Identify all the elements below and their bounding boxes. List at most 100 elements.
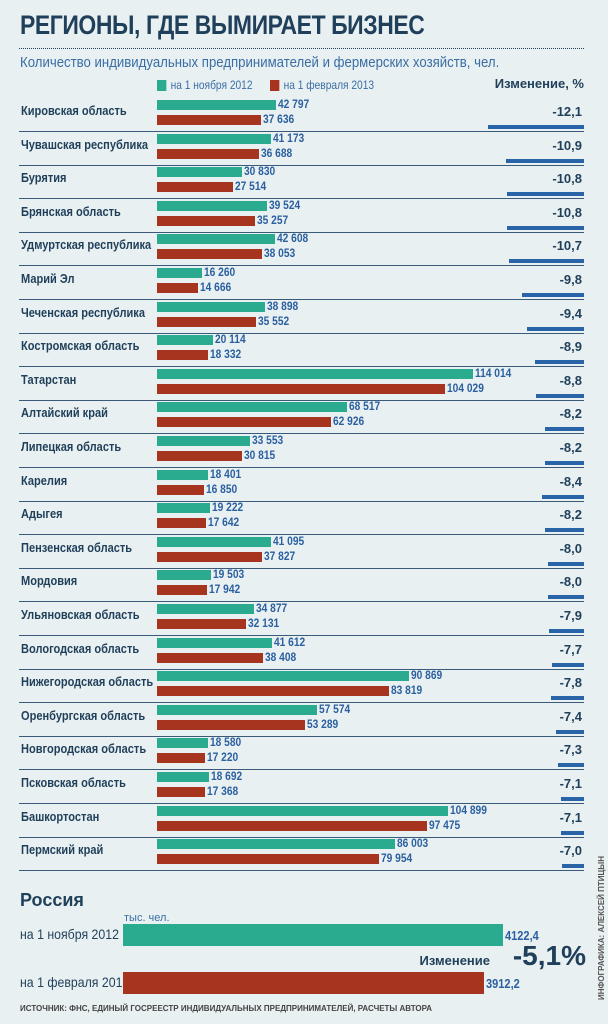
bar-nov2012 bbox=[157, 805, 448, 816]
bar-nov2012 bbox=[157, 167, 243, 178]
value-feb2013: 79 954 bbox=[380, 851, 412, 866]
value-nov2012: 33 553 bbox=[251, 433, 284, 447]
change-value: -8,8 bbox=[559, 372, 582, 388]
value-nov2012: 39 524 bbox=[268, 197, 300, 212]
bar-feb2013 bbox=[157, 215, 255, 226]
value-feb2013: 83 819 bbox=[391, 683, 423, 698]
legend-nov2012: на 1 ноября 2012 bbox=[157, 78, 253, 92]
value-feb2013: 35 552 bbox=[257, 313, 289, 328]
bar-nov2012 bbox=[157, 772, 209, 782]
change-value: -8,4 bbox=[559, 473, 582, 489]
change-value: -8,0 bbox=[559, 574, 582, 590]
bar-feb2013 bbox=[157, 283, 198, 293]
table-row: Татарстан 114 014 104 029 -8,8 bbox=[19, 366, 584, 401]
bar-feb2013 bbox=[157, 518, 206, 529]
bar-feb2013 bbox=[157, 182, 234, 193]
bar-nov2012 bbox=[157, 234, 276, 245]
bar-feb2013 bbox=[157, 820, 428, 831]
bar-nov2012 bbox=[157, 200, 267, 211]
region-name: Алтайский край bbox=[21, 405, 108, 421]
change-bar bbox=[508, 259, 584, 264]
bar-nov2012 bbox=[157, 503, 211, 514]
region-name: Удмуртская республика bbox=[21, 237, 152, 253]
value-feb2013: 17 368 bbox=[207, 784, 239, 798]
value-nov2012: 18 401 bbox=[210, 466, 242, 481]
region-name: Брянская область bbox=[21, 203, 121, 219]
change-bar bbox=[557, 763, 584, 768]
table-row: Пермский край 86 003 79 954 -7,0 bbox=[19, 836, 584, 872]
legend-label: на 1 февраля 2013 bbox=[283, 78, 375, 92]
change-bar bbox=[544, 427, 584, 432]
change-bar bbox=[536, 393, 584, 398]
bar-feb2013 bbox=[157, 719, 305, 730]
value-feb2013: 32 131 bbox=[248, 616, 280, 630]
value-nov2012: 38 898 bbox=[266, 298, 298, 313]
change-bar bbox=[521, 293, 584, 297]
bar-nov2012 bbox=[157, 436, 250, 446]
change-bar bbox=[527, 326, 584, 331]
bar-nov2012 bbox=[157, 335, 213, 346]
change-value: -12,1 bbox=[552, 104, 582, 119]
bar-feb2013 bbox=[157, 753, 205, 764]
value-nov2012: 86 003 bbox=[397, 836, 429, 851]
bar-nov2012 bbox=[157, 704, 317, 715]
bar-nov2012 bbox=[157, 839, 396, 850]
credit: ИНФОГРАФИКА: АЛЕКСЕЙ ПТИЦЫН bbox=[597, 856, 606, 1000]
bar-nov2012 bbox=[157, 402, 347, 413]
value-nov2012: 20 114 bbox=[214, 332, 246, 347]
region-name: Вологодская область bbox=[21, 640, 140, 656]
bar-feb2013 bbox=[157, 652, 264, 663]
value-nov2012: 19 222 bbox=[212, 500, 244, 515]
value-feb2013: 62 926 bbox=[333, 414, 365, 429]
table-row: Марий Эл 16 260 14 666 -9,8 bbox=[19, 265, 584, 300]
bar-nov2012 bbox=[157, 671, 409, 682]
table-row: Вологодская область 41 612 38 408 -7,7 bbox=[19, 635, 584, 670]
value-nov2012: 90 869 bbox=[410, 668, 443, 683]
bar-feb2013 bbox=[157, 148, 259, 159]
value-feb2013: 97 475 bbox=[429, 817, 461, 832]
table-row: Алтайский край 68 517 62 926 -8,2 bbox=[19, 399, 584, 435]
region-name: Пермский край bbox=[21, 842, 104, 858]
bar-feb2013 bbox=[157, 551, 262, 562]
bar-nov2012 bbox=[157, 536, 271, 547]
change-value: -7,1 bbox=[559, 776, 582, 791]
value-feb2013: 53 289 bbox=[306, 716, 338, 731]
value-feb2013: 37 827 bbox=[263, 548, 296, 563]
region-name: Ульяновская область bbox=[21, 607, 140, 622]
value-feb2013: 14 666 bbox=[199, 280, 231, 294]
table-row: Псковская область 18 692 17 368 -7,1 bbox=[19, 769, 584, 804]
bar-nov2012 bbox=[157, 570, 212, 581]
russia-nov-bar bbox=[123, 924, 503, 946]
value-nov2012: 16 260 bbox=[204, 265, 236, 279]
region-name: Нижегородская область bbox=[21, 674, 154, 690]
bar-feb2013 bbox=[157, 451, 243, 461]
value-feb2013: 18 332 bbox=[209, 347, 241, 362]
change-bar bbox=[550, 696, 584, 701]
bar-feb2013 bbox=[157, 619, 247, 629]
table-row: Ульяновская область 34 877 32 131 -7,9 bbox=[19, 601, 584, 636]
table-row: Новгородская область 18 580 17 220 -7,3 bbox=[19, 735, 584, 771]
change-bar bbox=[562, 864, 584, 869]
value-nov2012: 34 877 bbox=[255, 601, 287, 615]
region-name: Адыгея bbox=[21, 506, 63, 522]
bar-feb2013 bbox=[157, 484, 204, 495]
change-value: -7,3 bbox=[559, 742, 582, 758]
russia-feb-bar bbox=[123, 972, 484, 994]
legend-feb2013: на 1 февраля 2013 bbox=[270, 78, 374, 92]
value-feb2013: 38 053 bbox=[264, 246, 296, 261]
bar-feb2013 bbox=[157, 115, 262, 125]
region-name: Пензенская область bbox=[21, 539, 133, 555]
table-row: Липецкая область 33 553 30 815 -8,2 bbox=[19, 433, 584, 468]
value-nov2012: 57 574 bbox=[318, 701, 350, 716]
value-nov2012: 19 503 bbox=[213, 567, 245, 582]
table-row: Оренбургская область 57 574 53 289 -7,4 bbox=[19, 702, 584, 737]
bar-feb2013 bbox=[157, 383, 446, 394]
unit-label: тыс. чел. bbox=[124, 912, 170, 924]
change-value: -8,2 bbox=[559, 406, 582, 422]
change-bar bbox=[534, 360, 584, 365]
bar-nov2012 bbox=[157, 301, 265, 312]
table-row: Кировская область 42 797 37 636 -12,1 bbox=[19, 97, 584, 132]
value-nov2012: 18 692 bbox=[210, 769, 242, 783]
change-bar bbox=[544, 461, 584, 465]
table-row: Чеченская республика 38 898 35 552 -9,4 bbox=[19, 299, 584, 334]
